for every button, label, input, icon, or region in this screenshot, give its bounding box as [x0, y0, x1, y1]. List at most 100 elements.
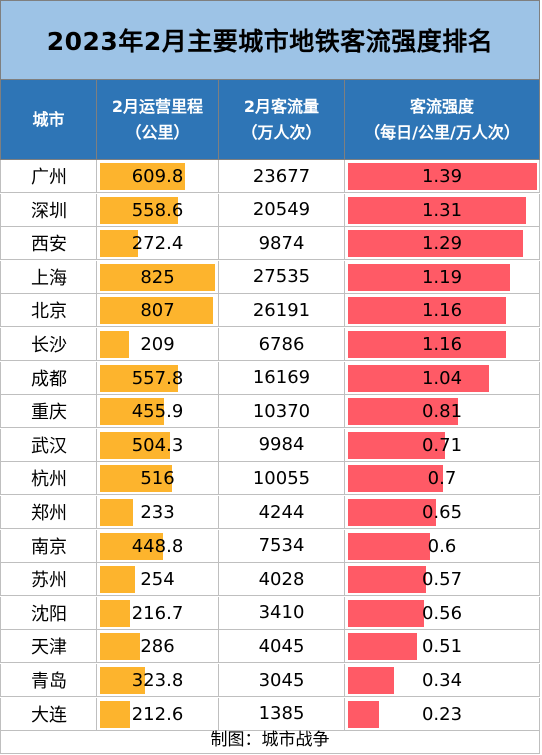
mileage-bar [100, 532, 163, 560]
flow-value: 4028 [219, 563, 345, 597]
city-cell: 沈阳 [0, 596, 97, 630]
intensity-cell: 1.29 [345, 227, 540, 261]
flow-value: 10055 [219, 462, 345, 496]
header-mileage-line2: （公里） [125, 122, 190, 142]
header-city-label: 城市 [32, 109, 65, 129]
intensity-bar [348, 364, 490, 392]
intensity-bar [348, 263, 510, 291]
flow-value: 23677 [219, 160, 345, 193]
city-cell: 成都 [0, 361, 97, 395]
intensity-bar [348, 667, 395, 694]
mileage-bar [100, 163, 185, 190]
intensity-bar [348, 431, 445, 459]
intensity-bar [348, 532, 430, 560]
intensity-cell: 0.71 [345, 428, 540, 462]
table-row: 深圳 558.6 20549 1.31 [0, 193, 540, 227]
city-cell: 苏州 [0, 563, 97, 597]
city-cell: 郑州 [0, 496, 97, 529]
mileage-value: 286 [140, 636, 175, 658]
header-flow-line2: （万人次） [241, 122, 322, 142]
flow-value: 16169 [219, 361, 345, 395]
mileage-value: 825 [140, 266, 175, 288]
mileage-cell: 323.8 [97, 664, 219, 697]
mileage-cell: 825 [97, 260, 219, 294]
intensity-value: 0.81 [421, 401, 463, 423]
city-cell: 天津 [0, 630, 97, 664]
table-row: 北京 807 26191 1.16 [0, 294, 540, 328]
mileage-bar [100, 230, 138, 258]
mileage-bar [100, 633, 140, 661]
mileage-value: 212.6 [131, 703, 184, 725]
intensity-value: 1.29 [421, 233, 463, 255]
intensity-bar [348, 499, 437, 526]
mileage-cell: 233 [97, 496, 219, 529]
city-cell: 南京 [0, 529, 97, 563]
mileage-value: 558.6 [131, 199, 184, 221]
mileage-cell: 212.6 [97, 697, 219, 731]
mileage-cell: 807 [97, 294, 219, 328]
footer-credit: 制图：城市战争 [0, 721, 540, 754]
table-row: 苏州 254 4028 0.57 [0, 563, 540, 597]
intensity-value: 1.16 [421, 300, 463, 322]
mileage-value: 272.4 [131, 233, 184, 255]
mileage-bar [100, 297, 213, 325]
table-row: 沈阳 216.7 3410 0.56 [0, 596, 540, 630]
intensity-cell: 1.16 [345, 294, 540, 328]
table-row: 成都 557.8 16169 1.04 [0, 361, 540, 395]
mileage-value: 807 [140, 300, 175, 322]
mileage-value: 516 [140, 468, 175, 490]
intensity-value: 0.51 [421, 636, 463, 658]
flow-value: 9984 [219, 428, 345, 462]
intensity-cell: 0.56 [345, 596, 540, 630]
intensity-value: 0.71 [421, 434, 463, 456]
intensity-bar [348, 566, 426, 594]
intensity-cell: 0.57 [345, 563, 540, 597]
mileage-bar [100, 499, 133, 526]
mileage-bar [100, 431, 171, 459]
intensity-value: 0.6 [427, 535, 457, 557]
header-intensity-line2: （每日/公里/万人次） [364, 122, 520, 142]
city-cell: 深圳 [0, 193, 97, 227]
flow-value: 10370 [219, 395, 345, 429]
city-cell: 长沙 [0, 328, 97, 361]
table-row: 上海 825 27535 1.19 [0, 260, 540, 294]
intensity-bar [348, 196, 527, 224]
mileage-value: 609.8 [131, 166, 184, 187]
mileage-cell: 209 [97, 328, 219, 361]
mileage-cell: 557.8 [97, 361, 219, 395]
mileage-cell: 216.7 [97, 596, 219, 630]
intensity-value: 1.19 [421, 266, 463, 288]
table-row: 杭州 516 10055 0.7 [0, 462, 540, 496]
header-city: 城市 [0, 80, 97, 160]
mileage-bar [100, 465, 172, 493]
intensity-cell: 0.51 [345, 630, 540, 664]
flow-value: 7534 [219, 529, 345, 563]
intensity-value: 0.57 [421, 569, 463, 591]
mileage-cell: 558.6 [97, 193, 219, 227]
table-row: 大连 212.6 1385 0.23 [0, 697, 540, 731]
chart-title: 2023年2月主要城市地铁客流强度排名 [0, 0, 540, 80]
intensity-bar [348, 230, 524, 258]
intensity-value: 0.56 [421, 602, 463, 624]
flow-value: 3410 [219, 596, 345, 630]
header-intensity: 客流强度 （每日/公里/万人次） [345, 80, 540, 160]
intensity-bar [348, 297, 506, 325]
table-row: 南京 448.8 7534 0.6 [0, 529, 540, 563]
mileage-bar [100, 398, 164, 426]
mileage-value: 455.9 [131, 401, 184, 423]
intensity-bar [348, 599, 425, 627]
mileage-value: 323.8 [131, 670, 184, 691]
intensity-value: 1.16 [421, 334, 463, 355]
header-mileage-line1: 2月运营里程 [111, 96, 204, 116]
mileage-value: 209 [140, 334, 175, 355]
header-intensity-line1: 客流强度 [409, 96, 474, 116]
mileage-cell: 286 [97, 630, 219, 664]
flow-value: 6786 [219, 328, 345, 361]
header-flow: 2月客流量 （万人次） [219, 80, 345, 160]
intensity-value: 1.39 [421, 166, 463, 187]
mileage-cell: 272.4 [97, 227, 219, 261]
mileage-bar [100, 566, 136, 594]
flow-value: 4045 [219, 630, 345, 664]
city-cell: 杭州 [0, 462, 97, 496]
mileage-cell: 504.3 [97, 428, 219, 462]
